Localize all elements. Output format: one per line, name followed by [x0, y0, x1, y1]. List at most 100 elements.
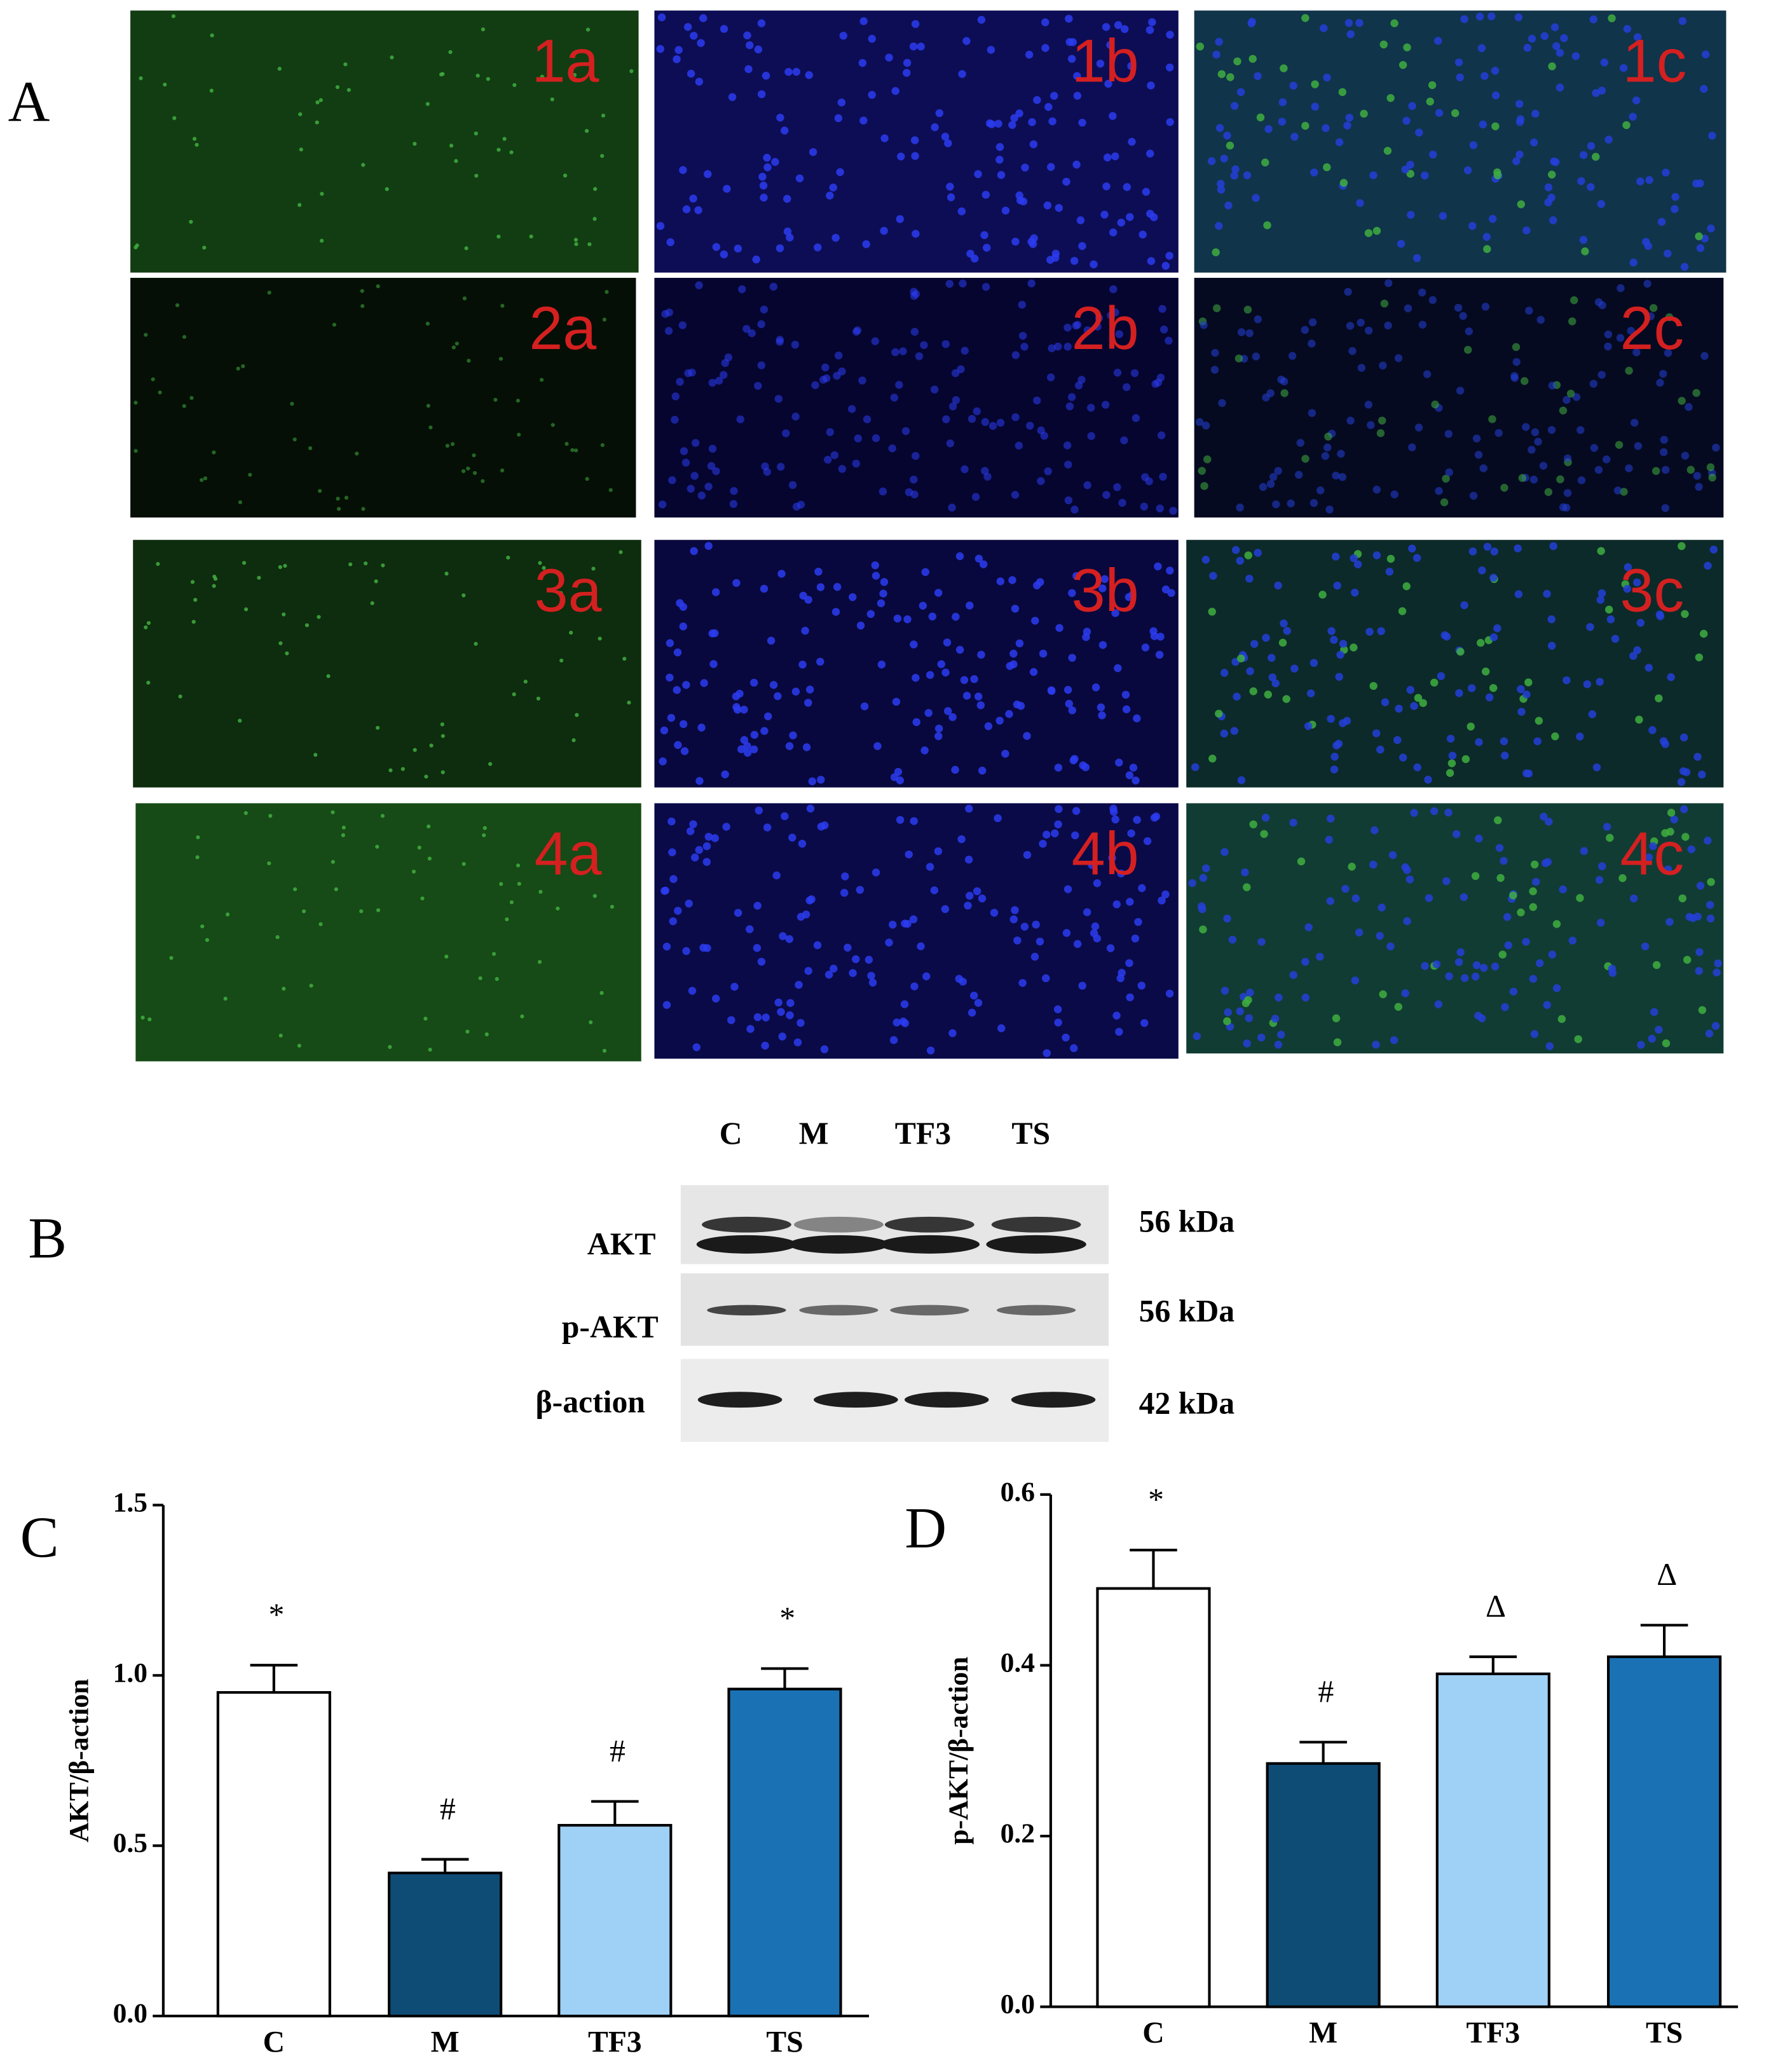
- cell: [1662, 1039, 1671, 1048]
- cell: [146, 680, 151, 685]
- cell: [1221, 848, 1229, 856]
- cell: [695, 78, 704, 86]
- cell: [1524, 678, 1533, 687]
- cell: [1379, 40, 1388, 49]
- cell: [1433, 37, 1442, 45]
- cell: [1597, 86, 1606, 95]
- cell: [909, 42, 918, 51]
- cell: [1132, 414, 1140, 422]
- cell: [1704, 837, 1712, 845]
- cell: [1402, 582, 1411, 591]
- cell: [1308, 339, 1316, 348]
- cell: [1446, 769, 1454, 778]
- cell: [559, 591, 563, 595]
- cell: [1645, 664, 1653, 672]
- cell: [666, 238, 674, 247]
- cell: [1321, 452, 1330, 460]
- cell: [662, 942, 671, 951]
- cell: [1512, 343, 1521, 352]
- cell: [970, 675, 978, 683]
- cell: [1649, 304, 1658, 312]
- cell: [1522, 690, 1531, 699]
- cell: [951, 765, 959, 774]
- cell: [1421, 171, 1429, 180]
- cell: [411, 869, 416, 874]
- cell: [1137, 982, 1146, 990]
- cell: [997, 170, 1006, 179]
- cell: [679, 720, 688, 729]
- cell: [315, 120, 319, 125]
- cell: [1109, 807, 1118, 816]
- cell: [1600, 58, 1609, 67]
- cell: [1660, 448, 1668, 456]
- cell: [776, 463, 785, 471]
- cell: [1442, 877, 1451, 886]
- cell: [1069, 756, 1077, 765]
- cell: [199, 477, 204, 483]
- cell: [346, 88, 351, 92]
- cell: [757, 957, 766, 966]
- cell: [831, 608, 840, 616]
- cell: [734, 908, 742, 917]
- cell: [781, 812, 789, 821]
- cell: [920, 341, 928, 350]
- cell: [359, 909, 364, 914]
- cell: [135, 243, 139, 248]
- cell: [1509, 891, 1517, 900]
- cell: [1031, 617, 1039, 625]
- cell: [911, 152, 919, 160]
- cell: [795, 980, 803, 989]
- cell: [1262, 394, 1270, 402]
- cell: [390, 55, 394, 60]
- cell: [826, 191, 834, 200]
- cell: [1152, 812, 1161, 821]
- cell: [1447, 759, 1456, 767]
- blot-band: [793, 1216, 884, 1233]
- cell: [964, 901, 972, 910]
- cell: [1613, 486, 1622, 495]
- cell: [1076, 216, 1085, 224]
- cell: [1074, 381, 1083, 390]
- cell: [1126, 898, 1134, 906]
- cell: [1249, 687, 1257, 696]
- cell: [578, 608, 584, 612]
- cell: [1550, 157, 1558, 166]
- cell: [1090, 260, 1098, 269]
- cell: [1604, 135, 1613, 144]
- cell: [277, 67, 282, 71]
- cell: [512, 692, 516, 697]
- cell: [1679, 733, 1688, 742]
- cell: [292, 887, 298, 891]
- cell: [1241, 999, 1250, 1008]
- cell: [361, 507, 366, 511]
- cell: [570, 448, 575, 453]
- cell: [360, 289, 364, 293]
- cell: [1287, 499, 1295, 508]
- cell: [1351, 977, 1360, 985]
- cell: [1208, 607, 1216, 616]
- cell: [669, 875, 678, 883]
- cell: [1226, 141, 1235, 150]
- cell: [1472, 961, 1481, 970]
- cell: [1678, 542, 1686, 551]
- blot-size-label: 56 kDa: [1139, 1294, 1235, 1329]
- micrograph-label: 3c: [1620, 557, 1685, 624]
- cell: [561, 600, 565, 605]
- cell: [361, 163, 366, 167]
- cell: [1579, 236, 1588, 244]
- cell: [1336, 650, 1344, 659]
- cell: [1039, 649, 1048, 658]
- cell: [593, 187, 598, 191]
- micrograph-image: [1194, 10, 1727, 273]
- cell: [942, 415, 950, 423]
- cell: [1514, 590, 1523, 598]
- cell: [1054, 1018, 1062, 1027]
- cell: [1188, 879, 1196, 888]
- cell: [1544, 488, 1553, 497]
- cell: [163, 82, 167, 87]
- cell: [1001, 750, 1009, 758]
- cell: [1406, 160, 1414, 169]
- cell: [1437, 672, 1446, 680]
- cell: [910, 476, 918, 484]
- cell: [699, 943, 708, 952]
